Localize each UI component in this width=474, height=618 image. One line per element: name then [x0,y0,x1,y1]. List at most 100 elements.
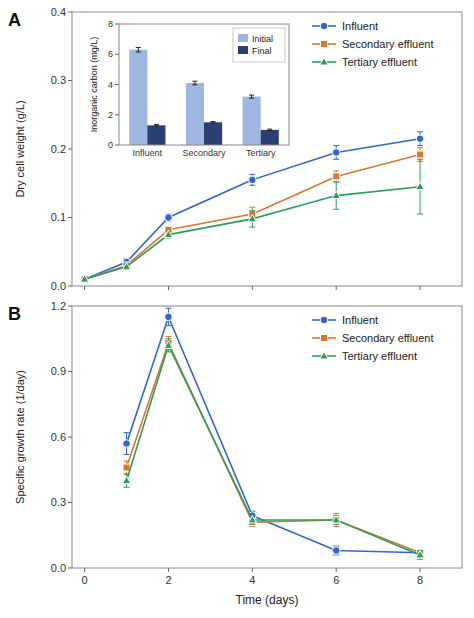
y-tick-label: 0.0 [51,280,66,292]
x-tick [84,286,85,290]
error-cap [165,325,171,326]
error-bar [267,129,272,131]
error-cap [333,181,339,182]
inset-background [79,18,295,161]
error-cap [249,526,255,527]
error-cap [192,81,197,82]
legend: InfluentSecondary effluentTertiary efflu… [312,20,434,68]
legend-item: Secondary effluent [312,38,434,50]
error-cap [249,98,254,99]
y-tick-label: 0.1 [51,211,66,223]
error-bar [333,146,339,160]
y-tick [115,54,119,55]
plot-background [72,306,462,568]
point [416,135,424,143]
y-tick [68,80,72,81]
y-tick [68,306,72,307]
plot-frame [72,12,462,286]
bar [129,50,147,145]
legend-item: Initial [238,34,273,44]
error-cap [165,308,171,309]
legend-marker [321,41,328,48]
error-cap [211,121,216,122]
series-line [127,317,421,553]
point [332,515,340,523]
error-cap [136,47,141,48]
bar [186,83,204,145]
y-tick-label: 1.2 [51,300,66,312]
y-tick-label: 0.9 [51,365,66,377]
error-cap [249,524,255,525]
plot-background [72,12,462,286]
legend-label: Final [252,46,272,56]
error-cap [417,214,423,215]
point [333,516,340,523]
point [123,464,130,471]
panel: 02468Time (days)0.00.30.60.91.2Specific … [8,300,462,607]
point [165,313,173,321]
x-tick-label: 6 [333,574,339,586]
y-tick-label: 0.6 [51,431,66,443]
error-bar [333,546,339,555]
error-cap [192,84,197,85]
error-bar [417,148,423,162]
legend-item: Influent [312,20,378,32]
error-bar [124,433,130,455]
error-cap [165,351,171,352]
error-cap [249,95,254,96]
legend-label: Tertiary effluent [342,350,417,362]
error-bar [192,81,197,85]
y-tick-label: 0.3 [51,74,66,86]
point [122,476,130,484]
plot-frame [72,306,462,568]
point [164,341,172,349]
error-stem [138,47,139,52]
error-cap [333,209,339,210]
error-cap [267,129,272,130]
y-tick [68,502,72,503]
error-cap [154,124,159,125]
x-tick [168,568,169,572]
point [81,275,89,283]
error-cap [249,185,255,186]
series-line [127,345,421,555]
bar [147,125,165,145]
legend-label: Influent [342,314,378,326]
panel-label: A [8,10,21,30]
legend-item: Influent [312,314,378,326]
inset-frame [119,24,289,145]
point [123,440,131,448]
point [249,176,257,184]
legend-label: Secondary effluent [342,38,434,50]
error-cap [333,170,339,171]
legend-item: Secondary effluent [312,332,434,344]
inset: InfluentSecondaryTertiary02468Inorganic … [79,18,295,161]
error-cap [333,159,339,160]
panel: 0.00.10.20.30.4Dry cell weight (g/L)AInf… [8,6,462,292]
data-group [122,308,424,559]
series-line [85,154,420,279]
x-tick-label: Secondary [182,148,226,158]
x-tick [336,286,337,290]
point [248,214,256,222]
point [332,547,340,555]
error-cap [417,147,423,148]
legend-swatch [238,34,248,42]
x-tick [168,286,169,290]
error-stem [194,81,195,85]
error-bar [211,122,216,124]
point [333,173,340,180]
series-line [85,187,420,279]
page: Chart html, body { margin: 0; padding: 0… [0,0,474,618]
y-tick-label: 0 [108,140,113,150]
point [248,515,256,523]
error-cap [333,526,339,527]
y-axis-label: Specific growth rate (1/day) [14,370,26,504]
legend-box [233,28,285,62]
x-tick-label: 8 [417,574,423,586]
x-axis-label: Time (days) [236,593,299,607]
bar [261,130,279,145]
x-tick [252,568,253,572]
x-tick-label: 4 [249,574,255,586]
x-tick-label: Tertiary [246,148,276,158]
